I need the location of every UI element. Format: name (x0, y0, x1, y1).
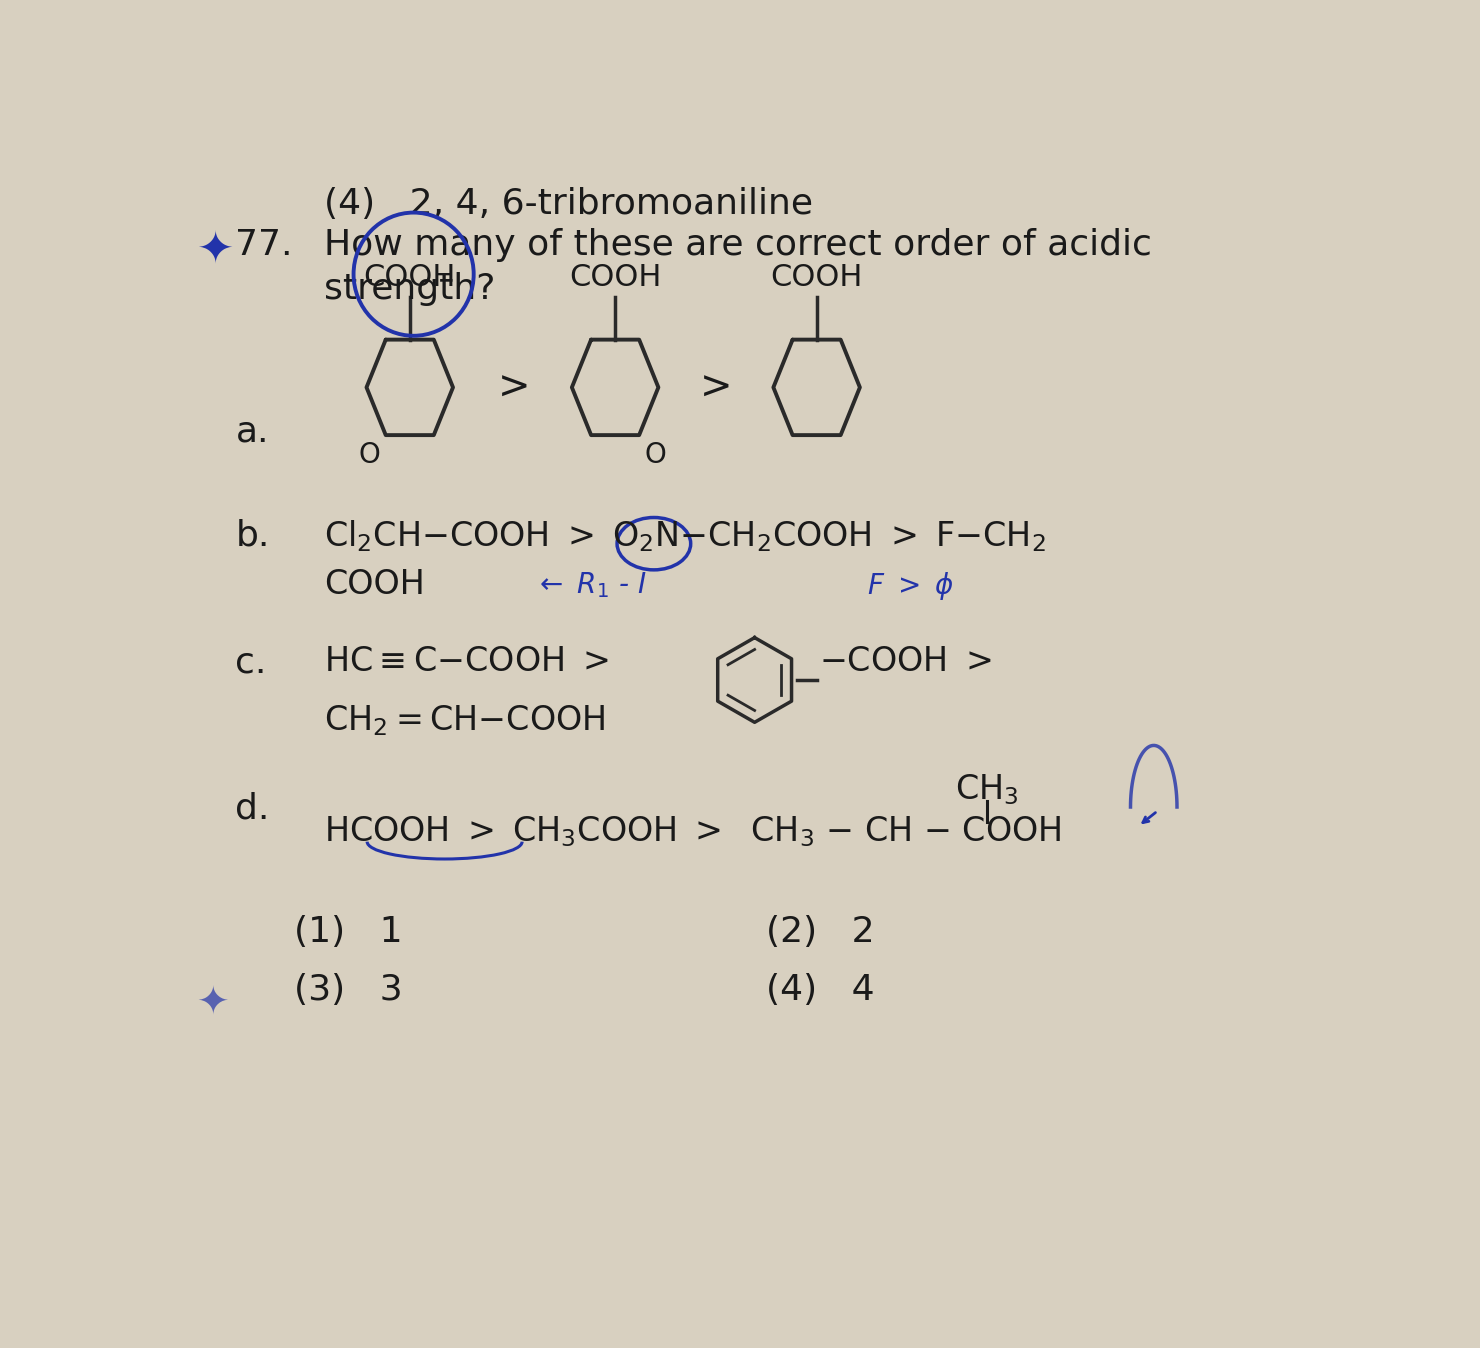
Text: COOH: COOH (324, 569, 425, 601)
Text: F $>$ $\phi$: F $>$ $\phi$ (867, 570, 955, 601)
Text: Cl$_2$CH$-$COOH $>$ O$_2$N$-$CH$_2$COOH $>$ F$-$CH$_2$: Cl$_2$CH$-$COOH $>$ O$_2$N$-$CH$_2$COOH … (324, 518, 1046, 554)
Text: (1)   1: (1) 1 (293, 915, 403, 949)
Text: (4)   2, 4, 6-tribromoaniline: (4) 2, 4, 6-tribromoaniline (324, 187, 814, 221)
Text: b.: b. (235, 518, 269, 553)
Text: O: O (645, 441, 666, 469)
Text: d.: d. (235, 791, 269, 825)
Text: COOH: COOH (568, 263, 662, 293)
Text: CH$_3$: CH$_3$ (955, 772, 1018, 807)
Text: HCOOH $>$ CH$_3$COOH $>$  CH$_3$ $-$ CH $-$ COOH: HCOOH $>$ CH$_3$COOH $>$ CH$_3$ $-$ CH $… (324, 814, 1063, 849)
Text: 77.: 77. (235, 228, 293, 262)
Text: COOH: COOH (771, 263, 863, 293)
Text: O: O (358, 441, 380, 469)
Text: (4)   4: (4) 4 (767, 972, 875, 1007)
Text: ✦: ✦ (197, 228, 234, 271)
Text: COOH: COOH (364, 263, 456, 293)
Text: strength?: strength? (324, 272, 496, 306)
Text: >: > (700, 368, 733, 406)
Text: How many of these are correct order of acidic: How many of these are correct order of a… (324, 228, 1153, 262)
Text: $-$COOH $>$: $-$COOH $>$ (818, 646, 992, 678)
Text: c.: c. (235, 646, 266, 679)
Text: ✦: ✦ (197, 984, 229, 1022)
Text: a.: a. (235, 414, 269, 449)
Text: CH$_2$$=$CH$-$COOH: CH$_2$$=$CH$-$COOH (324, 704, 605, 737)
Text: >: > (499, 368, 531, 406)
Text: $\leftarrow$ R$_{\mathit{1}}$ - I: $\leftarrow$ R$_{\mathit{1}}$ - I (534, 570, 647, 600)
Text: (2)   2: (2) 2 (767, 915, 875, 949)
Text: (3)   3: (3) 3 (293, 972, 403, 1007)
Text: HC$\equiv$C$-$COOH $>$: HC$\equiv$C$-$COOH $>$ (324, 646, 610, 678)
